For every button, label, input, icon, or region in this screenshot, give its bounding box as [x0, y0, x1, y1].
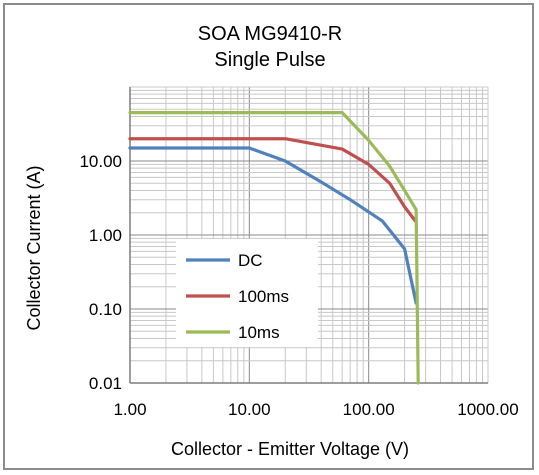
x-tick-label: 10.00 — [228, 400, 271, 419]
y-tick-label: 10.00 — [79, 152, 122, 171]
legend-label-100ms: 100ms — [238, 287, 289, 306]
legend-label-dc: DC — [238, 251, 263, 270]
legend-label-10ms: 10ms — [238, 323, 280, 342]
x-tick-label: 1.00 — [113, 400, 146, 419]
x-tick-label: 1000.00 — [457, 400, 518, 419]
series-line-100ms — [128, 137, 418, 224]
x-tick-label: 100.00 — [343, 400, 395, 419]
y-tick-label: 0.10 — [89, 300, 122, 319]
y-tick-label: 0.01 — [89, 374, 122, 393]
y-axis-title: Collector Current (A) — [24, 165, 44, 330]
chart-title-line-1: SOA MG9410-R — [198, 23, 343, 45]
series-line-dc — [128, 146, 418, 305]
x-axis-title: Collector - Emitter Voltage (V) — [171, 439, 409, 459]
legend-box — [176, 239, 318, 347]
series-line-10ms — [128, 111, 420, 385]
y-tick-label: 1.00 — [89, 226, 122, 245]
plot-area: 1.00 10.00 100.00 1000.00 0.01 0.10 1.00 10.00 D… — [79, 86, 519, 419]
chart-title-line-2: Single Pulse — [214, 49, 325, 71]
